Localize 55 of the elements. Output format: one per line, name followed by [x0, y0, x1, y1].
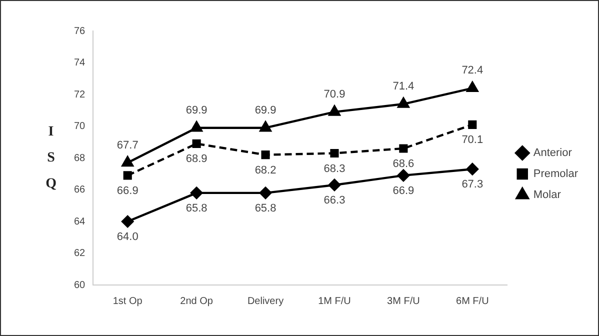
data-label: 66.3 — [324, 194, 346, 207]
data-label: 65.8 — [254, 202, 276, 214]
y-tick-label: 60 — [74, 280, 86, 291]
data-label: 68.2 — [254, 164, 276, 176]
y-tick-label: 64 — [74, 216, 86, 228]
point — [260, 121, 272, 132]
data-label: 69.9 — [186, 104, 208, 116]
point — [466, 82, 478, 92]
data-label: 69.9 — [254, 104, 276, 116]
point — [398, 97, 410, 108]
point — [399, 144, 408, 153]
x-tick-label: 2nd Op — [180, 296, 214, 307]
point — [328, 105, 340, 116]
point — [122, 156, 134, 167]
point — [468, 120, 477, 129]
y-tick-label: 76 — [74, 26, 86, 37]
data-label: 68.9 — [186, 153, 208, 166]
y-tick-label: 72 — [74, 89, 86, 100]
data-label: 66.9 — [116, 184, 138, 197]
legend-label: Molar — [533, 189, 562, 202]
point — [192, 139, 201, 148]
data-label: 68.3 — [324, 162, 346, 175]
data-label: 71.4 — [392, 80, 414, 93]
point — [330, 148, 339, 158]
y-tick-label: 62 — [74, 248, 86, 259]
data-label: 67.7 — [116, 139, 138, 152]
point — [466, 163, 478, 176]
data-label: 70.9 — [324, 88, 346, 100]
data-label: 66.9 — [392, 184, 414, 197]
x-tick-label: Delivery — [247, 296, 284, 307]
point — [122, 215, 134, 228]
point — [328, 178, 341, 192]
data-label: 67.3 — [462, 178, 484, 191]
point — [123, 171, 132, 180]
y-tick-label: 74 — [74, 58, 86, 68]
data-label: 70.1 — [462, 134, 484, 146]
data-label: 64.0 — [116, 231, 138, 244]
point — [190, 121, 202, 132]
point — [190, 186, 203, 200]
x-tick-label: 6M F/U — [456, 296, 489, 307]
y-tick-label: 70 — [74, 121, 86, 132]
point — [397, 169, 410, 182]
point — [259, 186, 272, 200]
x-tick-label: 1M F/U — [318, 296, 351, 307]
x-tick-label: 3M F/U — [387, 296, 420, 307]
x-tick-label: 1st Op — [112, 296, 143, 307]
y-tick-label: 68 — [74, 152, 86, 164]
data-label: 68.6 — [392, 158, 414, 170]
data-label: 65.8 — [186, 202, 208, 214]
legend-label: Anterior — [533, 147, 572, 160]
point — [261, 150, 270, 160]
y-tick-label: 66 — [74, 184, 86, 196]
y-axis-title: ISQ — [46, 124, 57, 192]
data-label: 72.4 — [462, 64, 484, 77]
legend-label: Premolar — [533, 168, 578, 180]
